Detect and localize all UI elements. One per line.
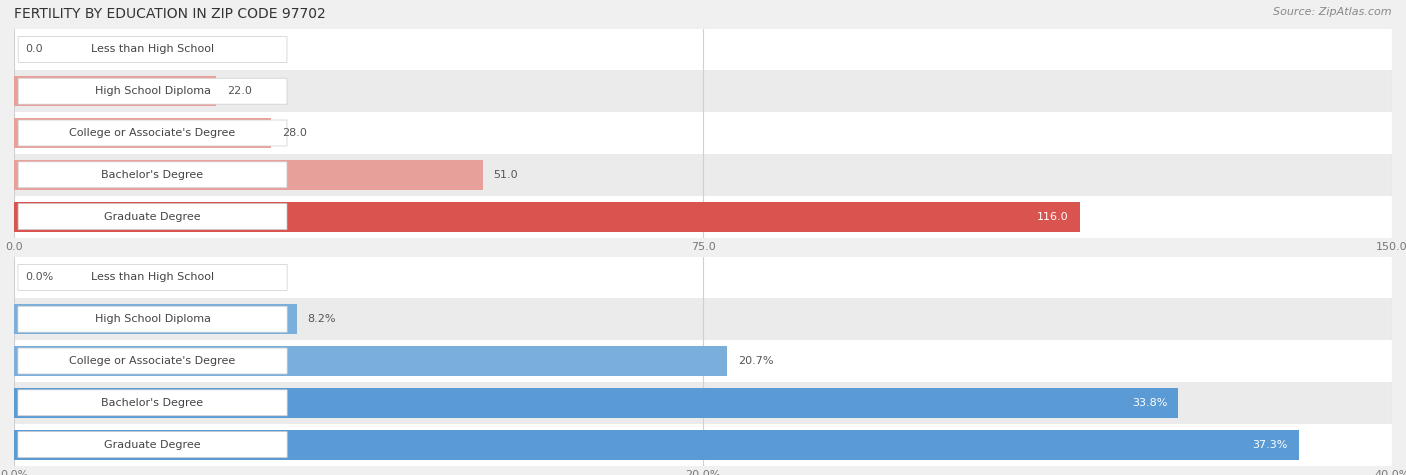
Bar [14,118,271,148]
FancyBboxPatch shape [18,348,287,374]
FancyBboxPatch shape [18,120,287,146]
Text: Less than High School: Less than High School [91,44,214,55]
Bar [14,346,727,376]
FancyBboxPatch shape [18,265,287,290]
Text: 33.8%: 33.8% [1132,398,1167,408]
Bar [14,304,297,334]
Text: 0.0: 0.0 [25,44,42,55]
Text: 37.3%: 37.3% [1253,439,1288,450]
Bar [14,160,482,190]
FancyBboxPatch shape [18,306,287,332]
Bar [14,340,1392,382]
Text: FERTILITY BY EDUCATION IN ZIP CODE 97702: FERTILITY BY EDUCATION IN ZIP CODE 97702 [14,7,326,21]
FancyBboxPatch shape [18,37,287,62]
Text: Less than High School: Less than High School [91,272,214,283]
Text: High School Diploma: High School Diploma [94,86,211,96]
Bar [14,76,217,106]
Text: College or Associate's Degree: College or Associate's Degree [69,128,236,138]
FancyBboxPatch shape [18,78,287,104]
Bar [14,388,1178,418]
Bar [14,298,1392,340]
Bar [14,112,1392,154]
Bar [14,70,1392,112]
Bar [14,154,1392,196]
Text: 22.0: 22.0 [228,86,252,96]
Text: Bachelor's Degree: Bachelor's Degree [101,398,204,408]
Text: 28.0: 28.0 [283,128,307,138]
FancyBboxPatch shape [18,432,287,457]
FancyBboxPatch shape [18,204,287,229]
Bar [14,256,1392,298]
Bar [14,201,1080,232]
Bar [14,429,1299,460]
Text: 8.2%: 8.2% [308,314,336,324]
Bar [14,28,1392,70]
Text: College or Associate's Degree: College or Associate's Degree [69,356,236,366]
Text: Source: ZipAtlas.com: Source: ZipAtlas.com [1274,7,1392,17]
FancyBboxPatch shape [18,162,287,188]
Bar [14,382,1392,424]
FancyBboxPatch shape [18,390,287,416]
Bar [14,424,1392,466]
Text: Bachelor's Degree: Bachelor's Degree [101,170,204,180]
Bar [14,196,1392,238]
Text: Graduate Degree: Graduate Degree [104,439,201,450]
Text: 20.7%: 20.7% [738,356,773,366]
Text: Graduate Degree: Graduate Degree [104,211,201,222]
Text: 0.0%: 0.0% [25,272,53,283]
Text: 51.0: 51.0 [494,170,519,180]
Text: 116.0: 116.0 [1038,211,1069,222]
Text: High School Diploma: High School Diploma [94,314,211,324]
